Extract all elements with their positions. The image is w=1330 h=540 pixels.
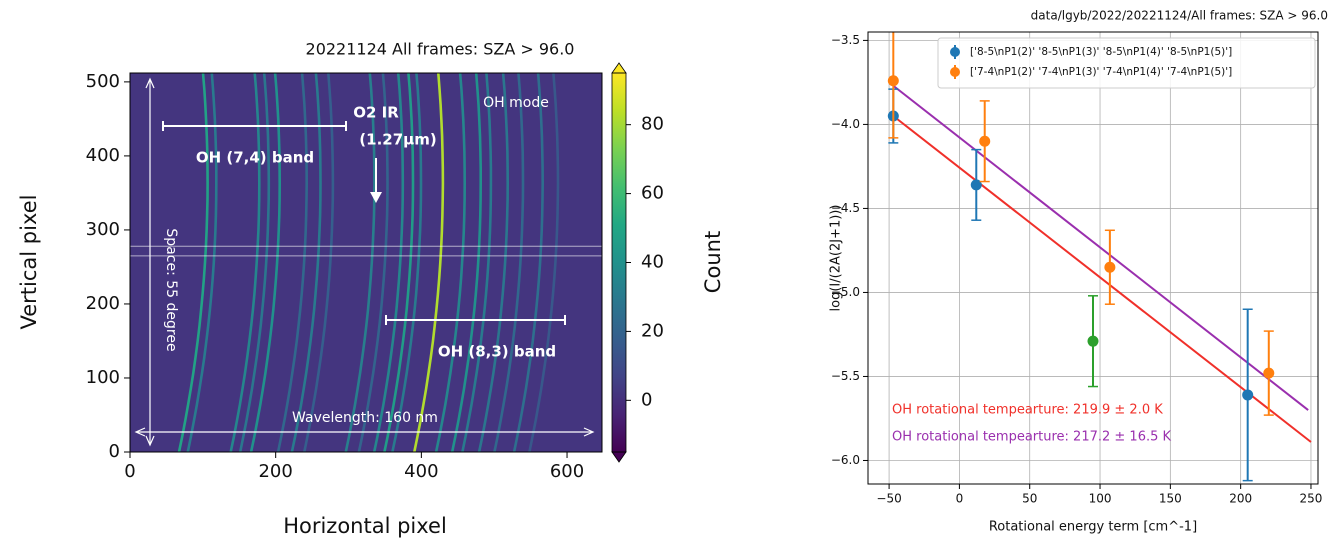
emission-line: [344, 73, 376, 452]
colorbar-extend-bottom: [611, 451, 627, 463]
heatmap-title: 20221124 All frames: SZA > 96.0: [306, 40, 575, 59]
y-axis-label: Vertical pixel: [17, 195, 41, 330]
emission-line: [290, 73, 322, 452]
colorbar-tick-label: 0: [641, 389, 652, 410]
arrow-head: [370, 192, 382, 203]
emission-line: [249, 73, 282, 452]
y-tick-label: −5.0: [831, 285, 860, 299]
annotation: OH (7,4) band: [196, 149, 314, 167]
emission-line: [229, 73, 261, 452]
y-tick-label: 500: [86, 71, 120, 92]
annotation: Space: 55 degree: [163, 228, 179, 351]
x-tick-label: 200: [258, 461, 292, 482]
legend-label: ['7-4\nP1(2)' '7-4\nP1(3)' '7-4\nP1(4)' …: [970, 66, 1232, 78]
y-tick-label: 0: [109, 441, 120, 462]
y-tick-label: −4.5: [831, 201, 860, 215]
emission-line: [434, 73, 467, 452]
fit-line: [892, 115, 1312, 443]
plot-frame: [129, 72, 603, 453]
y-axis-label: log(I/(2A(2J+1))): [829, 205, 844, 312]
arrow-head: [134, 427, 146, 437]
annotation: (1.27µm): [359, 131, 436, 149]
data-point: [887, 75, 899, 87]
emission-line: [477, 73, 510, 452]
arrow-head: [583, 427, 595, 437]
y-tick-label: −4.0: [831, 117, 860, 131]
emission-line: [450, 73, 482, 452]
fit-label: OH rotational tempearture: 219.9 ± 2.0 K: [892, 403, 1163, 418]
y-tick-label: −6.0: [831, 453, 860, 467]
emission-line: [238, 73, 271, 452]
emission-line: [461, 73, 493, 452]
emission-line: [357, 73, 389, 452]
arrow-head: [145, 77, 155, 89]
emission-line: [391, 73, 423, 452]
plot-frame: [867, 31, 1319, 485]
annotation: OH (8,3) band: [438, 343, 556, 361]
x-tick-label: 200: [1229, 492, 1252, 506]
data-point: [1263, 367, 1275, 379]
emission-line: [493, 73, 525, 452]
data-point: [979, 135, 991, 147]
legend: [937, 37, 1316, 89]
data-point: [1104, 261, 1116, 273]
annotation: OH mode: [483, 95, 549, 111]
data-point: [970, 179, 982, 191]
colorbar-extend-top: [611, 62, 627, 74]
fit-line: [892, 84, 1309, 411]
x-tick-label: 100: [1089, 492, 1112, 506]
scatter-title: data/lgyb/2022/20221124/All frames: SZA …: [1031, 9, 1328, 23]
y-tick-label: 400: [86, 145, 120, 166]
colorbar-tick-label: 20: [641, 320, 664, 341]
emission-line: [303, 73, 335, 452]
emission-line: [528, 73, 560, 452]
x-tick-label: −50: [876, 492, 901, 506]
plot-area: [887, 32, 1312, 482]
emission-line: [186, 73, 218, 452]
y-tick-label: 200: [86, 293, 120, 314]
emission-line: [276, 73, 309, 452]
x-tick-label: 150: [1159, 492, 1182, 506]
annotation: Wavelength: 160 nm: [292, 410, 438, 426]
x-axis-label: Horizontal pixel: [283, 514, 447, 538]
x-tick-label: 0: [956, 492, 964, 506]
colorbar-tick-label: 60: [641, 183, 664, 204]
y-tick-label: −5.5: [831, 369, 860, 383]
colorbar-tick-label: 40: [641, 252, 664, 273]
colorbar-tick-label: 80: [641, 114, 664, 135]
legend-swatch: [950, 47, 960, 57]
data-point: [1242, 389, 1254, 401]
annotation: O2 IR: [353, 104, 399, 122]
emission-line: [177, 73, 209, 452]
arrow-head: [145, 435, 155, 447]
plot-background: [868, 32, 1318, 484]
x-tick-label: 50: [1022, 492, 1037, 506]
x-tick-label: 0: [124, 461, 135, 482]
data-point: [1087, 335, 1099, 347]
x-tick-label: 600: [550, 461, 584, 482]
emission-line: [413, 73, 445, 452]
y-tick-label: 100: [86, 367, 120, 388]
y-tick-label: −3.5: [831, 33, 860, 47]
x-tick-label: 250: [1300, 492, 1323, 506]
x-axis-label: Rotational energy term [cm^-1]: [989, 520, 1197, 535]
colorbar: [612, 73, 626, 452]
x-tick-label: 400: [404, 461, 438, 482]
emission-line: [372, 73, 405, 452]
emission-line: [383, 73, 415, 452]
legend-label: ['8-5\nP1(2)' '8-5\nP1(3)' '8-5\nP1(4)' …: [970, 46, 1232, 58]
legend-swatch: [950, 67, 960, 77]
colorbar-label: Count: [701, 231, 725, 293]
heatmap-image: [130, 73, 602, 452]
y-tick-label: 300: [86, 219, 120, 240]
fit-label: OH rotational tempearture: 217.2 ± 16.5 …: [892, 430, 1172, 445]
emission-line: [512, 73, 545, 452]
